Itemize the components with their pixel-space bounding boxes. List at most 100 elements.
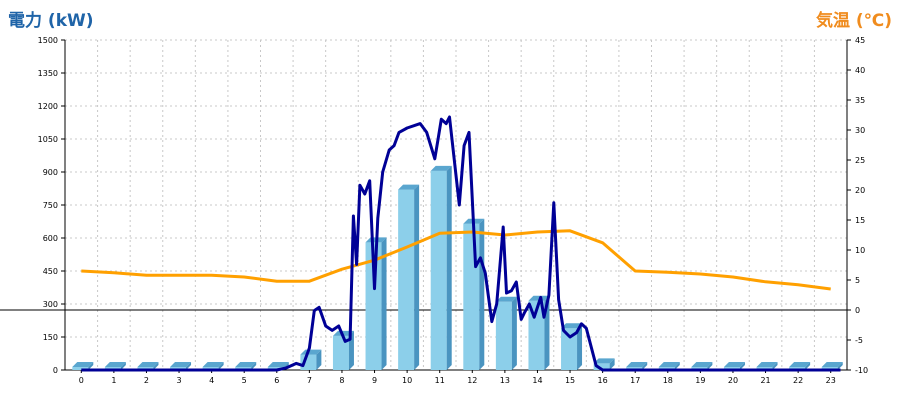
power-bar-top — [104, 362, 126, 367]
power-bar-side — [316, 349, 322, 370]
power-bar-side — [837, 362, 843, 370]
power-bar-front — [72, 367, 89, 370]
tick-labels: 01503004506007509001050120013501500-10-5… — [38, 36, 868, 385]
power-bar-side — [674, 362, 680, 370]
power-bar-top — [235, 362, 257, 367]
power-bar-side — [414, 184, 420, 370]
axes — [0, 39, 851, 373]
right-tick-label: -10 — [855, 366, 868, 375]
power-bar-top — [137, 362, 159, 367]
power-bar-side — [381, 237, 387, 370]
x-tick-label: 15 — [565, 376, 575, 385]
x-tick-label: 6 — [274, 376, 279, 385]
power-bar-side — [609, 358, 615, 370]
power-bar-top — [821, 362, 843, 367]
left-tick-label: 1050 — [38, 135, 58, 144]
power-bar-side — [707, 362, 713, 370]
power-bar-side — [511, 296, 517, 370]
x-tick-label: 23 — [826, 376, 836, 385]
power-bar-front — [398, 189, 415, 370]
grid — [64, 39, 848, 370]
power-bar-top — [300, 349, 322, 355]
right-tick-label: 40 — [855, 66, 865, 75]
power-bar — [561, 323, 583, 370]
left-tick-label: 450 — [43, 267, 58, 276]
x-tick-label: 7 — [307, 376, 312, 385]
x-tick-label: 5 — [242, 376, 247, 385]
power-bar-top — [72, 362, 94, 367]
x-tick-label: 20 — [728, 376, 738, 385]
power-bar-front — [593, 363, 610, 370]
power-bar-top — [626, 362, 648, 367]
power-bar-front — [528, 300, 545, 370]
right-tick-label: -5 — [855, 336, 863, 345]
x-tick-label: 12 — [467, 376, 477, 385]
power-bar-front — [365, 242, 382, 370]
power-bar-top — [593, 358, 615, 364]
right-tick-label: 10 — [855, 246, 865, 255]
right-tick-label: 0 — [855, 306, 860, 315]
left-tick-label: 300 — [43, 300, 58, 309]
x-tick-label: 9 — [372, 376, 377, 385]
power-bar-top — [430, 165, 452, 171]
power-bar-top — [691, 362, 713, 367]
power-bar-side — [153, 362, 159, 370]
x-tick-label: 14 — [532, 376, 542, 385]
right-tick-label: 25 — [855, 156, 865, 165]
left-tick-label: 0 — [53, 366, 58, 375]
power-bar-side — [772, 362, 778, 370]
power-bars — [72, 165, 843, 370]
x-tick-label: 0 — [79, 376, 84, 385]
power-bar — [593, 358, 615, 370]
power-bar-side — [120, 362, 126, 370]
power-bar-side — [739, 362, 745, 370]
power-bar-front — [332, 335, 349, 370]
left-tick-label: 150 — [43, 333, 58, 342]
right-tick-label: 35 — [855, 96, 865, 105]
power-bar-front — [561, 328, 578, 370]
power-bar-top — [170, 362, 192, 367]
x-tick-label: 22 — [793, 376, 803, 385]
power-bar-side — [642, 362, 648, 370]
x-tick-label: 17 — [630, 376, 640, 385]
power-bar — [430, 165, 452, 370]
power-bar-side — [218, 362, 224, 370]
right-tick-label: 20 — [855, 186, 865, 195]
power-bar-top — [723, 362, 745, 367]
right-axis-title: 気温 (℃) — [815, 11, 892, 31]
series-lines — [81, 115, 841, 372]
x-tick-label: 21 — [760, 376, 770, 385]
x-tick-label: 3 — [176, 376, 181, 385]
power-bar-top — [756, 362, 778, 367]
power-bar — [495, 296, 517, 370]
left-axis-title: 電力 (kW) — [8, 11, 94, 31]
power-bar-side — [88, 362, 94, 370]
power-bar-front — [495, 301, 512, 370]
power-bar-side — [186, 362, 192, 370]
power-bar-front — [430, 170, 447, 370]
right-tick-label: 5 — [855, 276, 860, 285]
right-tick-label: 45 — [855, 36, 865, 45]
power-bar-top — [658, 362, 680, 367]
power-bar-side — [805, 362, 811, 370]
left-tick-label: 750 — [43, 201, 58, 210]
power-bar-top — [789, 362, 811, 367]
x-tick-label: 1 — [111, 376, 116, 385]
left-tick-label: 1200 — [38, 102, 58, 111]
x-tick-label: 16 — [598, 376, 608, 385]
power-bar-side — [446, 165, 452, 370]
power-bar — [72, 362, 94, 370]
x-tick-label: 11 — [435, 376, 445, 385]
x-tick-label: 10 — [402, 376, 412, 385]
power-bar-top — [202, 362, 224, 367]
right-tick-label: 30 — [855, 126, 865, 135]
x-tick-label: 2 — [144, 376, 149, 385]
power-bar-top — [267, 362, 289, 367]
power-bar-top — [332, 330, 354, 336]
power-bar-side — [577, 323, 583, 370]
left-tick-label: 1500 — [38, 36, 58, 45]
x-tick-label: 4 — [209, 376, 214, 385]
power-bar — [365, 237, 387, 370]
power-bar — [398, 184, 420, 370]
power-line — [81, 115, 841, 372]
